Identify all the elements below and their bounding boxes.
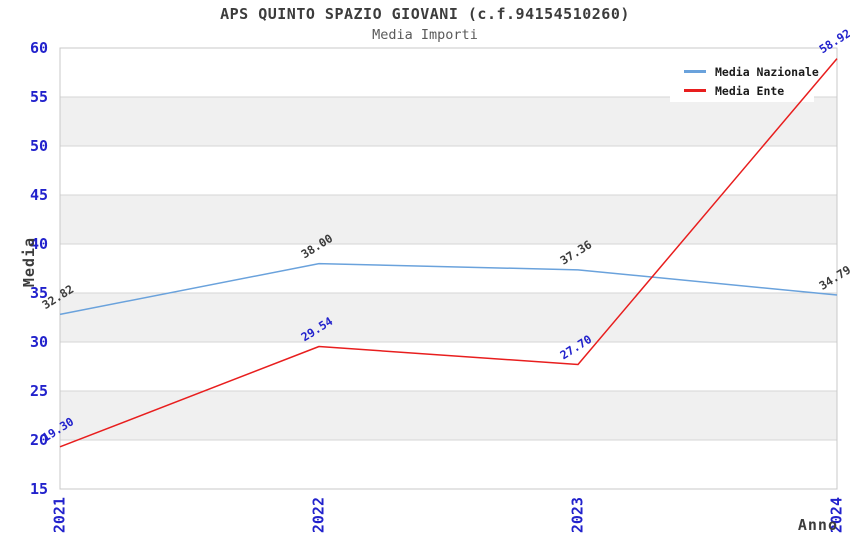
x-tick-label: 2023: [569, 497, 587, 533]
plot-band: [60, 244, 837, 293]
y-tick-label: 55: [30, 88, 48, 106]
media-nazionale-line-swatch: [684, 70, 706, 73]
y-axis-title: Media: [20, 236, 38, 288]
y-tick-label: 60: [30, 39, 48, 57]
legend-item-media-ente: Media Ente: [684, 81, 814, 100]
legend-item-media-nazionale: Media Nazionale: [684, 62, 819, 81]
x-tick-label: 2022: [310, 497, 328, 533]
plot-border: [59, 47, 838, 490]
y-tick-label: 35: [30, 284, 48, 302]
legend-box: [670, 56, 814, 102]
legend-label-media-nazionale: Media Nazionale: [715, 64, 819, 79]
plot-band: [60, 146, 837, 195]
plot-band: [60, 391, 837, 440]
series-line-media-nazionale: [59, 262, 838, 316]
plot-band: [60, 195, 837, 244]
y-tick-label: 30: [30, 333, 48, 351]
y-tick-label: 45: [30, 186, 48, 204]
series-line-media-ente: [59, 58, 838, 448]
plot-band: [60, 342, 837, 391]
plot-band: [60, 440, 837, 489]
chart-subtitle: Media Importi: [372, 27, 478, 43]
y-tick-label: 50: [30, 137, 48, 155]
x-tick-label: 2024: [828, 497, 846, 533]
media-ente-line-swatch: [684, 89, 706, 92]
x-axis-title: Anno: [797, 516, 838, 534]
x-tick-label: 2021: [51, 497, 69, 533]
chart-title: APS QUINTO SPAZIO GIOVANI (c.f.941545102…: [220, 5, 630, 23]
legend: Media Nazionale Media Ente: [670, 56, 819, 102]
plot-band: [60, 97, 837, 146]
y-tick-label: 25: [30, 382, 48, 400]
y-tick-label: 15: [30, 480, 48, 498]
y-tick-label: 40: [30, 235, 48, 253]
y-tick-label: 20: [30, 431, 48, 449]
legend-label-media-ente: Media Ente: [715, 83, 785, 98]
plot-band: [60, 293, 837, 342]
